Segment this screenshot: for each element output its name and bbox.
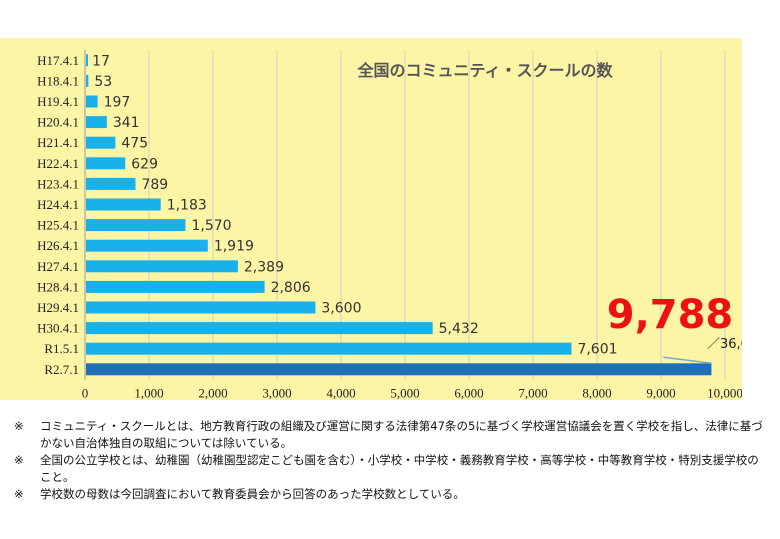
value-label: 53: [94, 74, 112, 90]
value-label: 341: [113, 115, 140, 131]
footnote: ※ 全国の公立学校とは、幼稚園（幼稚園型認定こども園を含む）・小学校・中学校・義…: [14, 452, 766, 486]
x-tick-label: 5,000: [390, 386, 419, 400]
x-tick-label: 8,000: [582, 386, 611, 400]
category-label: H18.4.1: [37, 73, 79, 88]
category-label: H23.4.1: [37, 176, 79, 191]
value-label: 3,600: [321, 301, 361, 317]
x-tick-label: 1,000: [134, 386, 163, 400]
bar: [86, 95, 98, 108]
footnote: ※ コミュニティ・スクールとは、地方教育行政の組織及び運営に関する法律第47条の…: [14, 418, 766, 452]
bar: [86, 177, 136, 190]
bar-highlight: [86, 363, 712, 376]
x-tick-label: 9,000: [646, 386, 675, 400]
x-tick-label: 10,000: [707, 386, 742, 400]
bar: [86, 157, 126, 170]
category-label: H19.4.1: [37, 94, 79, 109]
footnotes: ※ コミュニティ・スクールとは、地方教育行政の組織及び運営に関する法律第47条の…: [14, 418, 766, 503]
x-tick-label: 7,000: [518, 386, 547, 400]
bar: [86, 239, 208, 252]
bar: [86, 322, 433, 335]
x-tick-label: 3,000: [262, 386, 291, 400]
category-label: H27.4.1: [37, 259, 79, 274]
bar: [86, 260, 238, 273]
bar: [86, 54, 88, 67]
category-label: H29.4.1: [37, 300, 79, 315]
value-label: 1,183: [167, 198, 207, 214]
x-tick-label: 2,000: [198, 386, 227, 400]
highlight-connector: [663, 356, 712, 365]
footnote-mark: ※: [14, 419, 24, 433]
x-tick-label: 4,000: [326, 386, 355, 400]
category-label: H17.4.1: [37, 53, 79, 68]
footnote: ※ 学校数の母数は今回調査において教育委員会から回答のあった学校数としている。: [14, 486, 766, 503]
bar: [86, 219, 186, 232]
bar: [86, 342, 572, 355]
value-label: 7,601: [577, 342, 617, 358]
bar-chart: 0 1,000 2,000 3,000 4,000 5,000 6,000 7,000 8,00…: [37, 50, 742, 400]
category-label: R1.5.1: [44, 341, 79, 356]
x-tick-label: 0: [82, 386, 89, 400]
footnote-text: コミュニティ・スクールとは、地方教育行政の組織及び運営に関する法律第47条の5に…: [40, 419, 763, 450]
category-label: H25.4.1: [37, 218, 79, 233]
value-label: 5,432: [439, 321, 479, 337]
bar: [86, 74, 89, 87]
value-label: 17: [92, 53, 110, 69]
highlight-value-label: 9,788: [607, 292, 734, 338]
footnote-text: 学校数の母数は今回調査において教育委員会から回答のあった学校数としている。: [40, 487, 465, 501]
value-label: 1,570: [191, 218, 231, 234]
category-label: R2.7.1: [44, 362, 79, 377]
chart-title: 全国のコミュニティ・スクールの数: [356, 61, 613, 80]
bar: [86, 301, 316, 314]
value-label: 629: [131, 156, 158, 172]
category-label: H22.4.1: [37, 156, 79, 171]
value-label: 1,919: [214, 239, 254, 255]
value-label: 2,389: [244, 259, 284, 275]
footnote-mark: ※: [14, 487, 24, 501]
category-label: H30.4.1: [37, 321, 79, 336]
value-label: 475: [121, 136, 148, 152]
footnote-mark: ※: [14, 453, 24, 467]
x-tick-label: 6,000: [454, 386, 483, 400]
bar: [86, 198, 161, 211]
bar: [86, 116, 107, 129]
value-label: 789: [141, 177, 168, 193]
chart-panel: 0 1,000 2,000 3,000 4,000 5,000 6,000 7,000 8,00…: [0, 38, 742, 400]
bar: [86, 136, 116, 149]
value-label: 197: [104, 95, 131, 111]
category-label: H20.4.1: [37, 115, 79, 130]
category-label: H28.4.1: [37, 279, 79, 294]
denominator-label: ／36,015: [707, 337, 742, 352]
bar: [86, 280, 265, 293]
category-label: H24.4.1: [37, 197, 79, 212]
footnote-text: 全国の公立学校とは、幼稚園（幼稚園型認定こども園を含む）・小学校・中学校・義務教…: [40, 453, 759, 484]
category-label: H26.4.1: [37, 238, 79, 253]
category-label: H21.4.1: [37, 135, 79, 150]
value-label: 2,806: [271, 280, 311, 296]
